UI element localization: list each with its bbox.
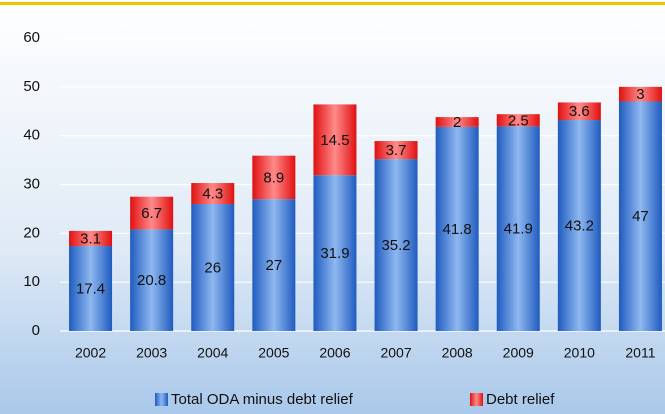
bar-segment (313, 175, 357, 331)
value-label: 2 (453, 114, 461, 131)
value-label: 3.1 (80, 230, 101, 247)
y-tick-label: 60 (23, 29, 40, 46)
bar-segment (435, 117, 479, 127)
bar-segment (435, 126, 479, 331)
bar-segment (557, 102, 601, 121)
x-tick-label: 2008 (442, 345, 473, 361)
bar-segment (618, 101, 662, 331)
x-tick-label: 2011 (625, 345, 655, 361)
value-label: 8.9 (263, 169, 284, 186)
y-tick-label: 10 (23, 273, 40, 290)
legend-swatch (470, 393, 483, 406)
x-tick-label: 2004 (197, 345, 228, 361)
bar-segment (496, 114, 540, 127)
bar-segment (374, 141, 418, 160)
value-label: 6.7 (141, 205, 162, 222)
bar-segment (130, 196, 174, 230)
x-tick-label: 2003 (136, 345, 167, 361)
value-label: 47 (632, 208, 649, 225)
value-label: 35.2 (381, 237, 410, 254)
value-label: 27 (266, 257, 283, 274)
x-tick-label: 2005 (258, 345, 289, 361)
bar-segment (496, 126, 540, 331)
value-label: 14.5 (320, 132, 349, 149)
value-label: 43.2 (565, 217, 594, 234)
bar-segment (252, 155, 296, 200)
value-label: 31.9 (320, 245, 349, 262)
y-tick-label: 50 (23, 78, 40, 95)
x-tick-label: 2002 (75, 345, 106, 361)
bar-segment (69, 246, 113, 331)
x-tick-label: 2007 (380, 345, 411, 361)
value-label: 17.4 (76, 280, 105, 297)
value-label: 20.8 (137, 272, 166, 289)
bar-segment (252, 199, 296, 331)
bar-segment (191, 183, 235, 205)
y-tick-label: 0 (32, 322, 40, 339)
value-label: 26 (204, 259, 221, 276)
value-label: 41.8 (443, 221, 472, 238)
bar-segment (130, 229, 174, 331)
bar-segment (618, 86, 662, 102)
value-label: 41.9 (504, 221, 533, 238)
y-tick-label: 30 (23, 175, 40, 192)
bar-segment (374, 159, 418, 331)
bar-segment (69, 230, 113, 247)
y-tick-label: 40 (23, 127, 40, 144)
y-tick-label: 20 (23, 224, 40, 241)
x-tick-label: 2009 (503, 345, 534, 361)
legend-swatch (155, 393, 168, 406)
bar-segment (313, 104, 357, 176)
value-label: 3.6 (569, 103, 590, 120)
value-label: 2.5 (508, 112, 529, 129)
value-label: 4.3 (202, 186, 223, 203)
legend-label: Debt relief (486, 391, 555, 408)
value-label: 3 (636, 86, 644, 103)
value-label: 3.7 (386, 142, 407, 159)
bar-segment (557, 120, 601, 331)
x-tick-label: 2006 (319, 345, 350, 361)
top-rule (0, 2, 665, 5)
bar-segment (191, 204, 235, 331)
legend-label: Total ODA minus debt relief (171, 391, 354, 408)
x-tick-label: 2010 (564, 345, 595, 361)
